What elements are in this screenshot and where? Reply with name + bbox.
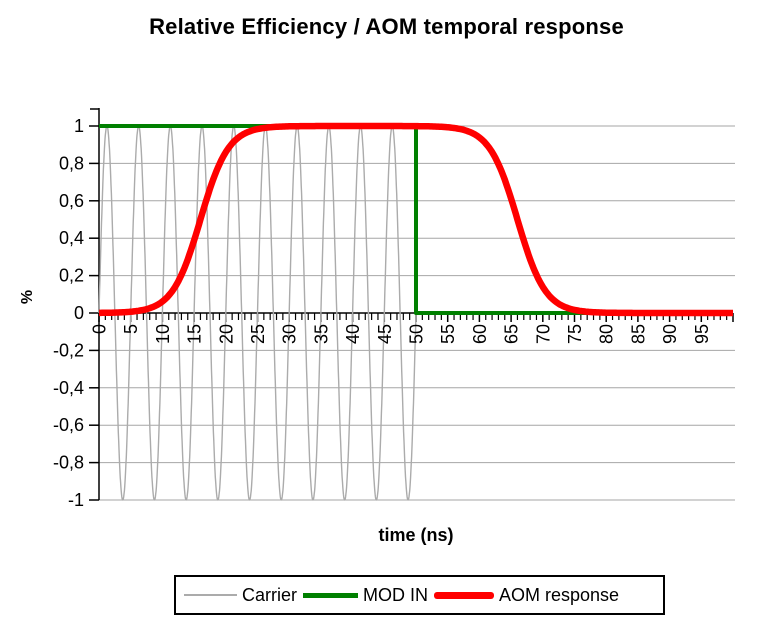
- y-tick-label: 0: [74, 303, 84, 323]
- y-tick-label: 0,6: [59, 191, 84, 211]
- y-tick-label: -0,4: [53, 378, 84, 398]
- y-tick-label: 0,4: [59, 228, 84, 248]
- mod-in-line-sample: [303, 592, 359, 598]
- x-tick-label: 40: [343, 324, 363, 344]
- aom-response-line-sample: [434, 591, 495, 599]
- legend-item-carrier: Carrier: [184, 585, 297, 606]
- x-tick-label: 55: [438, 324, 458, 344]
- x-tick-label: 80: [597, 324, 617, 344]
- y-tick-label: -1: [68, 490, 84, 510]
- y-tick-label: -0,6: [53, 415, 84, 435]
- y-tick-label: 1: [74, 116, 84, 136]
- x-tick-label: 50: [407, 324, 427, 344]
- x-tick-label: 10: [153, 324, 173, 344]
- x-tick-label: 95: [692, 324, 712, 344]
- x-tick-label: 15: [185, 324, 205, 344]
- x-tick-label: 65: [502, 324, 522, 344]
- x-tick-label: 25: [248, 324, 268, 344]
- x-tick-label: 20: [216, 324, 236, 344]
- legend: Carrier MOD IN AOM response: [174, 575, 665, 615]
- x-tick-label: 35: [311, 324, 331, 344]
- y-tick-label: -0,2: [53, 340, 84, 360]
- chart-title: Relative Efficiency / AOM temporal respo…: [149, 14, 624, 39]
- x-tick-label: 60: [470, 324, 490, 344]
- x-axis-title: time (ns): [378, 525, 454, 545]
- x-tick-label: 45: [375, 324, 395, 344]
- carrier-curve: [98, 125, 417, 501]
- x-tick-label: 5: [121, 324, 141, 334]
- legend-label-aom-response: AOM response: [499, 584, 620, 605]
- legend-label-carrier: Carrier: [242, 584, 298, 605]
- x-tick-label: 30: [280, 324, 300, 344]
- y-tick-label: 0,2: [59, 266, 84, 286]
- legend-item-aom-response: AOM response: [434, 585, 619, 606]
- x-tick-label: 75: [565, 324, 585, 344]
- x-tick-label: 0: [90, 324, 110, 334]
- legend-label-mod-in: MOD IN: [363, 584, 429, 605]
- y-tick-label: -0,8: [53, 453, 84, 473]
- x-tick-label: 85: [628, 324, 648, 344]
- carrier-line-sample: [184, 593, 237, 597]
- y-axis-title: %: [19, 289, 36, 305]
- aom-response-curve: [97, 122, 735, 317]
- x-tick-label: 70: [533, 324, 553, 344]
- legend-item-mod-in: MOD IN: [303, 585, 428, 606]
- y-tick-label: 0,8: [59, 153, 84, 173]
- mod-in-curve: [99, 124, 733, 315]
- x-tick-label: 90: [660, 324, 680, 344]
